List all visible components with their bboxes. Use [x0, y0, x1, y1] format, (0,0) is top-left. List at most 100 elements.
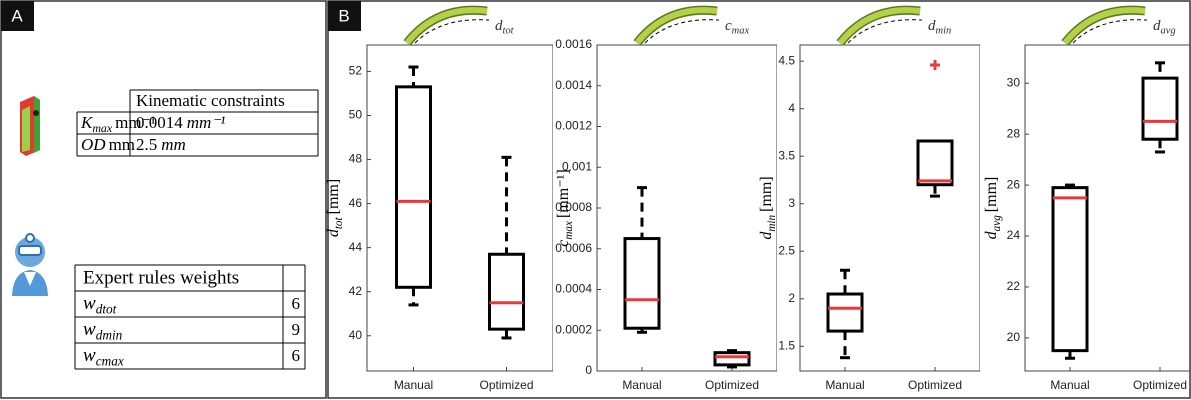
y-tick-label: 40 — [349, 328, 363, 342]
panel-b-frame — [327, 0, 1191, 399]
subscript: dmin — [96, 328, 123, 343]
subscript: avg — [990, 215, 1002, 232]
x-tick-label: Optimized — [705, 378, 759, 392]
x-tick-label: Manual — [1050, 378, 1089, 392]
table-value: 0.0014 mm⁻¹ — [136, 113, 225, 132]
y-tick-label: 30 — [1007, 75, 1021, 89]
y-tick-label: 42 — [349, 284, 363, 298]
subscript: cmax — [96, 354, 124, 369]
box — [1051, 186, 1089, 353]
table-header: Expert rules weights — [83, 267, 239, 288]
panel-a-label: A — [11, 6, 23, 25]
math-label: wdtot — [83, 293, 117, 316]
symbol: w — [83, 293, 96, 314]
math-label: Kmax mm⁻¹ — [80, 113, 156, 135]
box — [826, 292, 864, 333]
subscript: max — [732, 26, 750, 37]
table-header: Kinematic constraints — [136, 91, 285, 110]
symbol: c — [725, 18, 732, 34]
x-tick-label: Manual — [622, 378, 661, 392]
tube-distance — [414, 19, 490, 44]
symbol: c — [555, 240, 572, 247]
box-plot: 0 0.0002 0.0004 0.0006 0.0008 0.001 0.0012 0.00… — [555, 5, 777, 392]
box — [916, 139, 954, 187]
math-label: cmax [mm⁻¹] — [555, 169, 575, 247]
tube-distance — [1072, 19, 1148, 44]
symbol: K — [80, 113, 94, 132]
y-tick-label: 0.0004 — [555, 282, 592, 296]
unit: [mm] — [325, 179, 342, 215]
symbol: d — [325, 228, 342, 237]
math-label: OD mm — [81, 135, 135, 154]
math-label: wdmin — [83, 319, 123, 342]
math-label: davg [mm] — [983, 177, 1003, 240]
subscript: min — [936, 26, 952, 37]
unit: mm⁻¹ — [115, 113, 156, 132]
math-label: dmin [mm] — [758, 176, 778, 239]
x-tick-label: Optimized — [479, 378, 533, 392]
y-tick-label: 4 — [788, 101, 795, 115]
tube-icon-inner — [634, 7, 718, 45]
tube-icon-inner — [1062, 7, 1146, 45]
y-tick-label: 24 — [1007, 228, 1021, 242]
box — [395, 85, 432, 289]
y-tick-label: 0.0012 — [555, 119, 592, 133]
y-tick-label: 4.5 — [778, 53, 795, 67]
panel-b-badge — [328, 1, 361, 31]
y-tick-label: 26 — [1007, 177, 1021, 191]
doctor-icon — [12, 233, 48, 296]
symbol: d — [983, 230, 1000, 239]
symbol: d — [758, 231, 775, 240]
y-tick-label: 0.0008 — [555, 200, 592, 214]
subscript: tot — [503, 26, 515, 37]
table-value: 2.5 mm — [136, 135, 186, 154]
table-value: 9 — [292, 320, 301, 339]
x-tick-label: Manual — [825, 378, 864, 392]
tube-distance — [644, 19, 720, 44]
unit: [mm] — [758, 176, 775, 212]
box — [1141, 76, 1179, 141]
y-tick-label: 0.0014 — [555, 78, 592, 92]
y-tick-label: 48 — [349, 152, 363, 166]
value: 2.5 — [136, 135, 157, 154]
y-tick-label: 0 — [585, 363, 592, 377]
unit: mm — [161, 135, 186, 154]
robot-icon — [20, 96, 40, 156]
y-tick-label: 0.0016 — [555, 37, 592, 51]
axes-frame — [799, 44, 980, 372]
symbol: w — [83, 319, 96, 340]
axes-frame — [366, 44, 553, 372]
table-value: 6 — [292, 346, 301, 365]
table-value: 6 — [292, 294, 301, 313]
symbol: OD — [81, 135, 106, 154]
x-tick-label: Manual — [394, 378, 433, 392]
y-tick-label: 46 — [349, 196, 363, 210]
y-tick-label: 52 — [349, 64, 363, 78]
subscript: tot — [332, 216, 344, 229]
y-tick-label: 50 — [349, 108, 363, 122]
y-tick-label: 28 — [1007, 126, 1021, 140]
subscript: dtot — [96, 302, 117, 317]
y-tick-label: 44 — [349, 240, 363, 254]
y-tick-label: 22 — [1007, 279, 1021, 293]
y-tick-label: 0.0002 — [555, 322, 592, 336]
panel-a-frame — [0, 0, 327, 399]
tube-icon-inner — [837, 7, 921, 45]
unit: [mm⁻¹] — [555, 169, 572, 218]
unit: [mm] — [983, 177, 1000, 213]
subscript: max — [562, 221, 574, 240]
y-tick-label: 20 — [1007, 330, 1021, 344]
symbol: d — [495, 18, 503, 34]
outlier — [930, 59, 940, 70]
x-tick-label: Optimized — [1133, 378, 1187, 392]
math-label: dmin — [928, 18, 951, 36]
symbol: d — [928, 18, 936, 34]
y-tick-label: 2 — [788, 291, 795, 305]
box — [623, 237, 661, 330]
math-label: dtot — [495, 18, 515, 36]
y-tick-label: 1.5 — [778, 338, 795, 352]
tube-icon-inner — [404, 7, 488, 45]
